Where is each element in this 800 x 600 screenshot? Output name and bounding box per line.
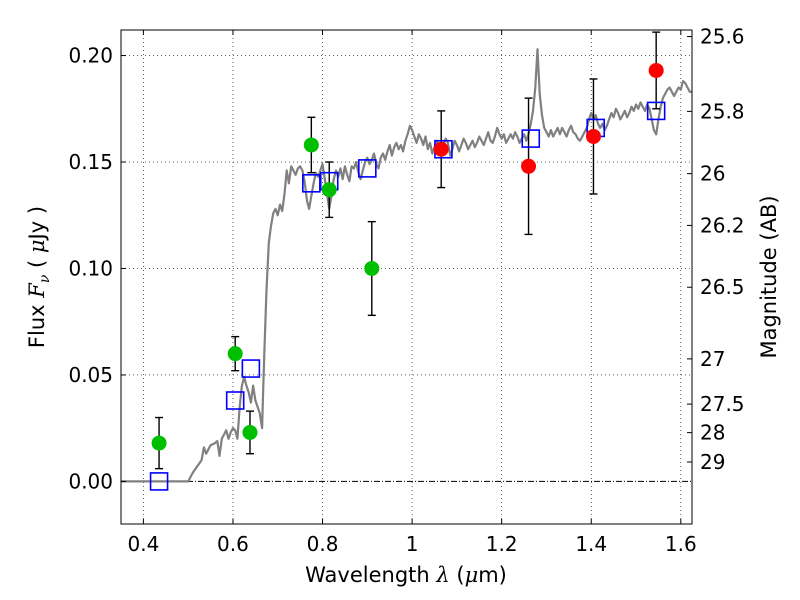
y-axis-label: Flux Fν ( μJy ) [25, 206, 53, 348]
data-point [151, 435, 167, 451]
right-tick-label: 28 [700, 421, 725, 445]
right-tick-label: 25.6 [700, 25, 745, 49]
data-point [648, 62, 664, 78]
x-tick-label: 0.8 [307, 532, 339, 556]
model-square [646, 101, 666, 121]
x-tick-label: 1.2 [486, 532, 518, 556]
model-square [302, 174, 321, 193]
data-point [242, 424, 258, 440]
model-square [225, 391, 245, 410]
data-point [303, 137, 319, 153]
right-tick-label: 26.5 [700, 275, 745, 299]
y-tick-label: 0.10 [68, 256, 113, 280]
y-tick-label: 0.15 [68, 150, 113, 174]
y-tick-label: 0.00 [68, 469, 113, 493]
x-tick-label: 1.4 [575, 532, 607, 556]
right-tick-label: 29 [700, 450, 725, 474]
right-tick-label: 27.5 [700, 392, 745, 416]
plot-background [121, 30, 692, 524]
right-tick-label: 26 [700, 162, 725, 186]
data-point [433, 141, 449, 157]
x-tick-label: 0.6 [217, 532, 249, 556]
axis-ticks: 0.4 0.6 0.8 1 1.2 1.4 1.6 0.00 0.05 0.10 0.15 0.20 2… [68, 25, 744, 556]
x-tick-label: 1.6 [665, 532, 697, 556]
x-tick-label: 0.4 [127, 532, 159, 556]
observed-points [151, 62, 664, 451]
data-point [321, 182, 337, 198]
data-point [364, 260, 380, 276]
right-tick-label: 25.8 [700, 99, 745, 123]
data-point [521, 158, 537, 174]
data-point [585, 128, 601, 144]
x-axis-label: Wavelength λ (μm) [305, 563, 507, 587]
model-square [241, 359, 261, 378]
model-square [521, 129, 541, 148]
model-square [358, 159, 377, 178]
y-tick-label: 0.05 [68, 363, 113, 387]
data-point [227, 346, 243, 362]
x-tick-label: 1 [406, 532, 419, 556]
right-tick-label: 27 [700, 347, 725, 371]
right-tick-label: 26.2 [700, 213, 745, 237]
y-tick-label: 0.20 [68, 44, 113, 68]
plot-frame [120, 29, 693, 525]
model-square [149, 472, 169, 491]
right-axis-label: Magnitude (AB) [757, 195, 781, 358]
